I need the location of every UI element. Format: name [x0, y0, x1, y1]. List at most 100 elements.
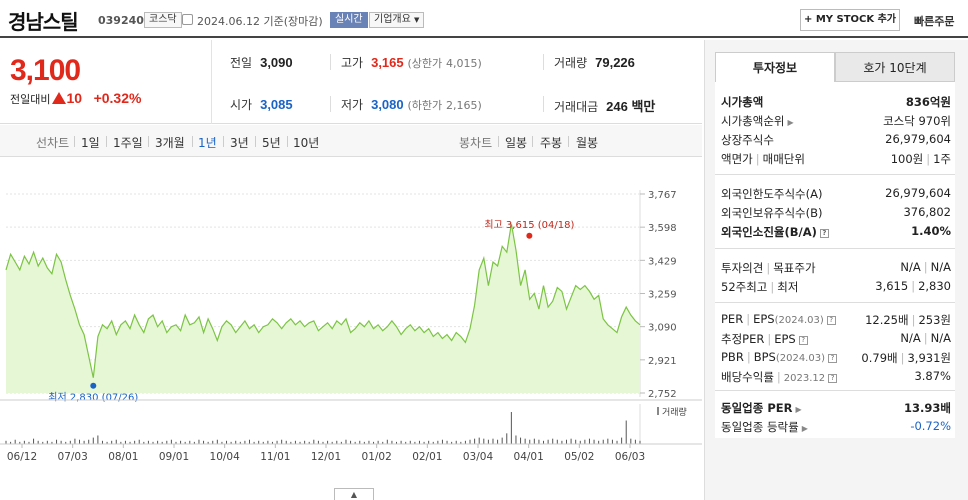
volume-bar [363, 441, 365, 444]
low-point [90, 382, 97, 389]
help-icon[interactable]: ? [819, 229, 829, 238]
volume-bar [253, 441, 255, 444]
volume-bar [258, 440, 260, 444]
volume-bar [65, 441, 67, 444]
help-icon[interactable]: ? [828, 374, 838, 383]
volume-bar [423, 441, 425, 444]
tab-1w[interactable]: 1주일 [113, 136, 143, 150]
volume-value: 79,226 [595, 55, 635, 70]
upper-limit-value: 4,015) [445, 57, 482, 70]
tab-1d[interactable]: 1일 [81, 136, 100, 150]
help-icon[interactable]: ? [826, 316, 836, 325]
volume-bar [189, 440, 191, 444]
industry-change-row[interactable]: 동일업종 등락률 ▶ -0.72% [721, 419, 951, 437]
tab-orderbook-10[interactable]: 호가 10단계 [835, 52, 955, 82]
52week-high-text: 52주최고 [721, 280, 768, 294]
volume-bar [510, 412, 512, 444]
volume-bar [588, 438, 590, 444]
lower-limit-label: (하한가 [407, 99, 443, 112]
pbr-label: PBR | BPS(2024.03)? [721, 350, 837, 364]
company-overview-dropdown[interactable]: 기업개요 ▼ [369, 12, 425, 28]
volume-bar [207, 441, 209, 444]
volume-bar [414, 441, 416, 444]
tab-monthly[interactable]: 월봉 [576, 136, 599, 150]
volume-bar [5, 440, 7, 444]
divider [715, 390, 955, 391]
volume-bar [469, 439, 471, 444]
volume-bar [322, 441, 324, 444]
price-change: 전일대비 10 +0.32% [10, 90, 141, 107]
price-area [6, 223, 640, 393]
divider [106, 136, 107, 147]
volume-bar [478, 437, 480, 444]
industry-per-row[interactable]: 동일업종 PER ▶ 13.93배 [721, 400, 951, 418]
realtime-button[interactable]: 실시간 [330, 12, 368, 28]
volume-bar [340, 441, 342, 444]
help-icon[interactable]: ? [798, 336, 808, 345]
tab-5y[interactable]: 5년 [262, 136, 281, 150]
volume-bar [124, 440, 126, 444]
tab-weekly[interactable]: 주봉 [540, 136, 563, 150]
help-icon[interactable]: ? [827, 354, 837, 363]
fast-order-link[interactable]: 빠른주문 [914, 15, 955, 28]
tab-10y[interactable]: 10년 [293, 136, 320, 150]
my-stock-add-button[interactable]: + MY STOCK 추가 [800, 9, 900, 31]
caret-right-icon: ▶ [787, 118, 794, 127]
chart-collapse-button[interactable]: ▲ [334, 488, 374, 500]
volume-bar [212, 440, 214, 444]
volume-bar [520, 437, 522, 444]
open-value: 3,085 [260, 97, 293, 112]
volume-bar [248, 439, 250, 444]
volume-bar [552, 438, 554, 444]
low-label: 저가 [341, 98, 364, 112]
company-overview-label: 기업개요 [374, 14, 411, 25]
industry-per-label: 동일업종 PER ▶ [721, 400, 802, 416]
volume-bar [331, 441, 333, 444]
volume-bar [101, 440, 103, 444]
dividend-row: 배당수익률 | 2023.12? 3.87% [721, 369, 951, 387]
industry-change-text: 동일업종 등락률 [721, 420, 799, 434]
par-value-value: 100원 | 1주 [890, 152, 951, 166]
divider [543, 54, 544, 70]
volume-bar [281, 439, 283, 444]
eps-number: 253원 [918, 313, 951, 327]
bps-number: 3,931원 [907, 351, 951, 365]
volume-bar [602, 439, 604, 444]
x-tick-label: 11/01 [260, 451, 290, 463]
pbr-value: 0.79배 | 3,931원 [861, 351, 951, 365]
trade-amount: 거래대금 246 백만 [554, 96, 655, 115]
est-per-value: N/A | N/A [900, 331, 951, 345]
volume-bar [593, 439, 595, 444]
volume-bar [134, 440, 136, 444]
market-cap-rank-row[interactable]: 시가총액순위 ▶ 코스닥 970위 [721, 113, 951, 131]
candle-chart-label: 봉차트 [459, 136, 493, 150]
divider [715, 174, 955, 175]
tab-3y[interactable]: 3년 [230, 136, 249, 150]
amount-value: 246 백만 [606, 99, 656, 114]
target-price-number: N/A [930, 260, 951, 274]
volume-bar [483, 438, 485, 444]
tab-3m[interactable]: 3개월 [155, 136, 185, 150]
volume-bar [441, 439, 443, 444]
52week-low-number: 2,830 [918, 279, 951, 293]
foreign-ratio-text: 외국인소진율(B/A) [721, 225, 817, 239]
volume-bar [455, 440, 457, 444]
x-tick-label: 10/04 [210, 451, 241, 463]
price-chart: 3,767 3,598 3,429 3,259 3,090 2,921 2,752 최고 3… [0, 160, 702, 500]
volume-bar [143, 441, 145, 444]
x-tick-label: 05/02 [564, 451, 594, 463]
volume-bar [198, 439, 200, 444]
tab-daily[interactable]: 일봉 [505, 136, 528, 150]
market-cap-label: 시가총액 [721, 95, 764, 109]
volume-bar [460, 441, 462, 444]
up-arrow-icon [52, 92, 67, 104]
x-tick-label: 01/02 [362, 451, 392, 463]
volume-bar [515, 435, 517, 444]
volume-bar [23, 440, 25, 444]
tab-investment-info[interactable]: 투자정보 [715, 52, 835, 82]
open-label: 시가 [230, 98, 253, 112]
tab-1y[interactable]: 1년 [198, 136, 217, 150]
volume-bar [262, 441, 264, 444]
divider [255, 136, 256, 147]
opinion-number: N/A [900, 260, 921, 274]
